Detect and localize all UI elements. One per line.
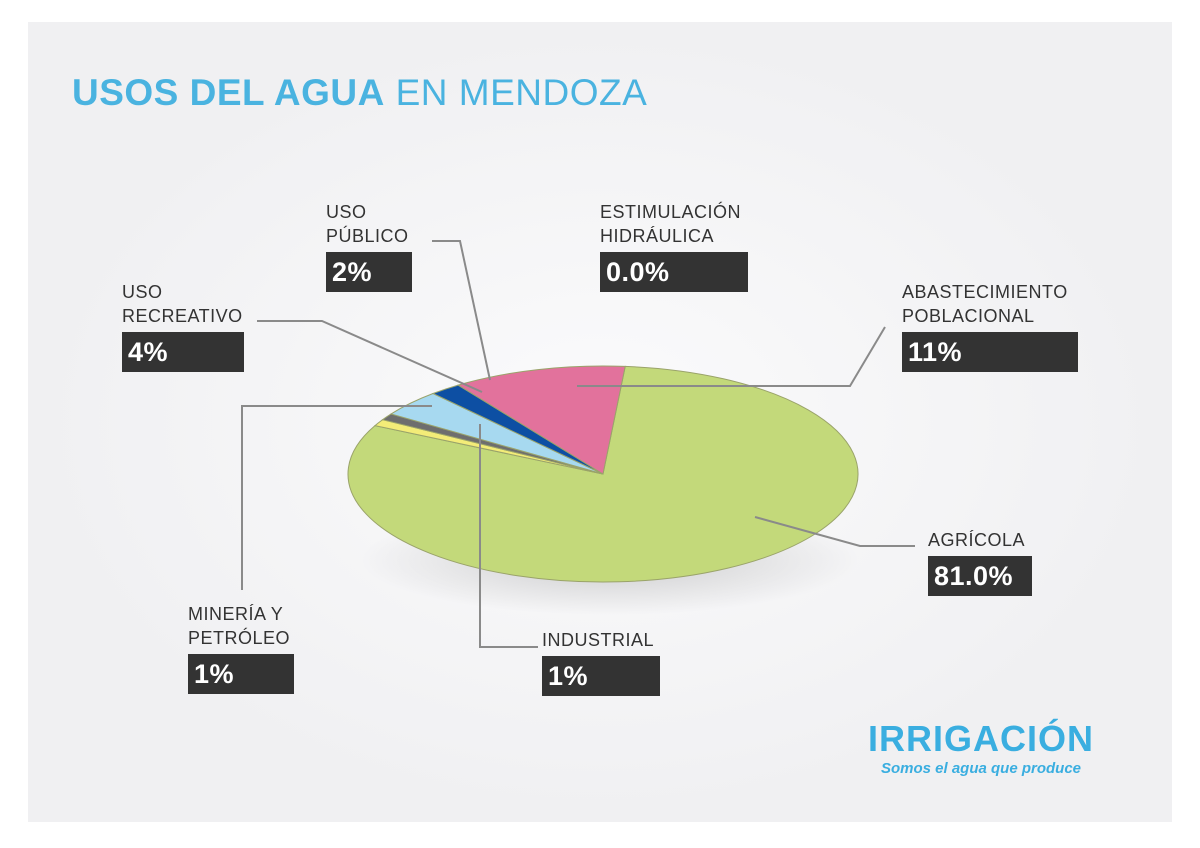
label-text: RECREATIVO: [122, 306, 243, 326]
label-text: USO: [122, 282, 163, 302]
label-estimulacion-hidraulica: ESTIMULACIÓN HIDRÁULICA 0.0%: [600, 200, 748, 292]
value-badge: 1%: [188, 654, 294, 694]
label-abastecimiento-poblacional: ABASTECIMIENTO POBLACIONAL 11%: [902, 280, 1078, 372]
label-text: PETRÓLEO: [188, 628, 291, 648]
label-text: MINERÍA Y: [188, 604, 284, 624]
value-badge: 2%: [326, 252, 412, 292]
logo-name: IRRIGACIÓN: [868, 718, 1094, 759]
leader-line-industrial: [479, 424, 538, 648]
label-text: INDUSTRIAL: [542, 630, 655, 650]
page-title: USOS DEL AGUA EN MENDOZA: [72, 72, 647, 114]
leader-line-publico: [432, 240, 491, 381]
leader-line-mineria: [241, 405, 432, 590]
label-text: PÚBLICO: [326, 226, 409, 246]
title-bold: USOS DEL AGUA: [72, 72, 385, 113]
value-badge: 81.0%: [928, 556, 1032, 596]
label-agricola: AGRÍCOLA 81.0%: [928, 528, 1032, 596]
label-uso-recreativo: USO RECREATIVO 4%: [122, 280, 244, 372]
leader-line-recreativo: [257, 320, 483, 393]
pie-slice-6: [456, 365, 626, 475]
leader-line-agricola: [754, 516, 915, 547]
value-badge: 1%: [542, 656, 660, 696]
value-badge: 11%: [902, 332, 1078, 372]
leader-line-abastecimiento: [577, 326, 886, 387]
label-text: USO: [326, 202, 367, 222]
label-industrial: INDUSTRIAL 1%: [542, 628, 660, 696]
label-text: POBLACIONAL: [902, 306, 1035, 326]
irrigacion-logo: IRRIGACIÓN Somos el agua que produce: [868, 718, 1094, 777]
label-uso-publico: USO PÚBLICO 2%: [326, 200, 412, 292]
value-badge: 0.0%: [600, 252, 748, 292]
label-text: HIDRÁULICA: [600, 226, 715, 246]
label-text: ABASTECIMIENTO: [902, 282, 1068, 302]
value-badge: 4%: [122, 332, 244, 372]
label-mineria-petroleo: MINERÍA Y PETRÓLEO 1%: [188, 602, 294, 694]
title-normal: EN MENDOZA: [395, 72, 648, 113]
logo-tagline: Somos el agua que produce: [880, 760, 1082, 777]
label-text: ESTIMULACIÓN: [600, 202, 742, 222]
label-text: AGRÍCOLA: [928, 530, 1026, 550]
